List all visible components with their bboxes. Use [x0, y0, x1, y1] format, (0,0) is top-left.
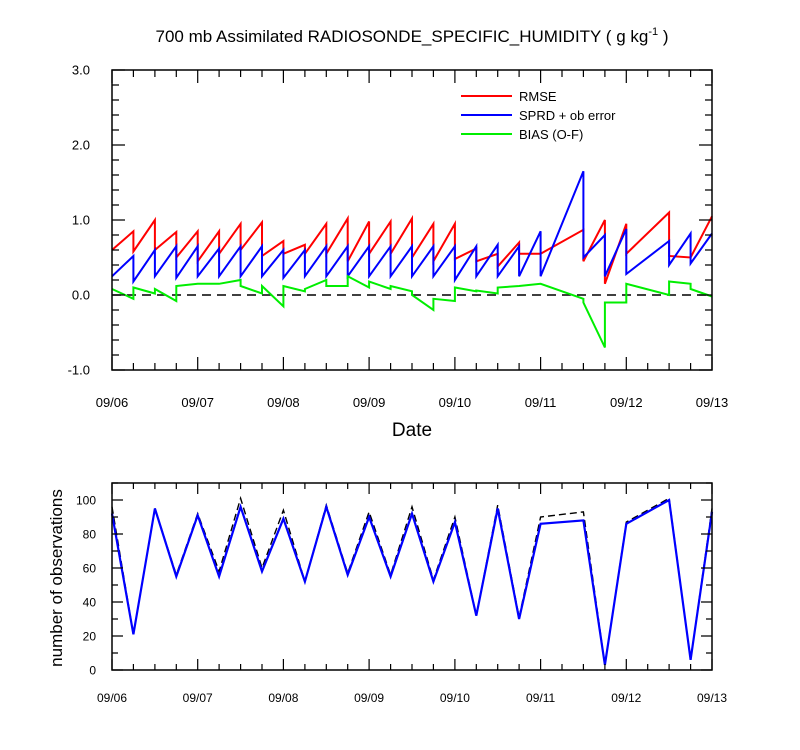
bottom-y-tick-label: 60 [83, 561, 97, 575]
bottom-series-possible-line [111, 495, 713, 666]
bottom-y-axis-label: number of observations [47, 489, 66, 667]
bottom-x-tick-label: 09/11 [526, 691, 555, 705]
bottom-x-tick-label: 09/06 [97, 691, 127, 705]
title-superscript: -1 [648, 26, 658, 38]
bottom-x-tick-label: 09/07 [183, 691, 213, 705]
bottom-series-used-line [110, 498, 714, 666]
top-y-tick-label: 1.0 [72, 213, 90, 228]
top-series-bias-o-f-line [111, 274, 713, 348]
title-end: ) [658, 27, 668, 46]
top-y-tick-label: 3.0 [72, 63, 90, 78]
top-x-tick-label: 09/08 [267, 395, 300, 410]
bottom-tick-marks [111, 482, 713, 671]
bottom-ticks-group [111, 482, 713, 671]
top-tick-marks [111, 69, 713, 371]
top-y-tick-label: -1.0 [68, 363, 90, 378]
bottom-x-tick-label: 09/09 [354, 691, 384, 705]
bottom-tick-labels-group: 09/06 09/07 09/08 09/09 09/10 09/11 09/12 09/13… [76, 493, 727, 705]
legend-label-2: SPRD + ob error [519, 108, 616, 123]
legend: RMSE SPRD + ob error BIAS (O-F) [461, 89, 616, 142]
bottom-y-tick-label: 100 [76, 493, 96, 507]
top-y-tick-label: 2.0 [72, 138, 90, 153]
bottom-x-tick-label: 09/13 [697, 691, 727, 705]
bottom-x-tick-label: 09/08 [268, 691, 298, 705]
bottom-x-tick-label: 09/12 [611, 691, 641, 705]
top-tick-labels-group: 09/06 09/07 09/08 09/09 09/10 09/11 09/12 09/13… [68, 63, 729, 410]
bottom-y-tick-label: 40 [83, 595, 97, 609]
legend-label-3: BIAS (O-F) [519, 127, 583, 142]
top-y-tick-label: 0.0 [72, 288, 90, 303]
top-series-group [111, 170, 713, 348]
top-x-tick-label: 09/10 [439, 395, 472, 410]
legend-label-1: RMSE [519, 89, 557, 104]
top-x-tick-label: 09/11 [525, 395, 557, 410]
top-x-tick-label: 09/06 [96, 395, 129, 410]
top-x-tick-label: 09/12 [610, 395, 643, 410]
bottom-series-group [110, 495, 714, 666]
top-x-tick-label: 09/13 [696, 395, 729, 410]
top-x-tick-label: 09/07 [181, 395, 214, 410]
bottom-x-tick-label: 09/10 [440, 691, 470, 705]
chart-title: 700 mb Assimilated RADIOSONDE_SPECIFIC_H… [156, 26, 669, 46]
top-ticks-group [111, 69, 713, 371]
top-series-sprd-ob-error-line [111, 170, 713, 285]
top-x-axis-label: Date [392, 420, 432, 441]
title-main: 700 mb Assimilated RADIOSONDE_SPECIFIC_H… [156, 27, 649, 46]
bottom-y-tick-label: 20 [83, 629, 97, 643]
bottom-y-tick-label: 0 [89, 663, 96, 677]
bottom-y-tick-label: 80 [83, 527, 97, 541]
top-x-tick-label: 09/09 [353, 395, 386, 410]
